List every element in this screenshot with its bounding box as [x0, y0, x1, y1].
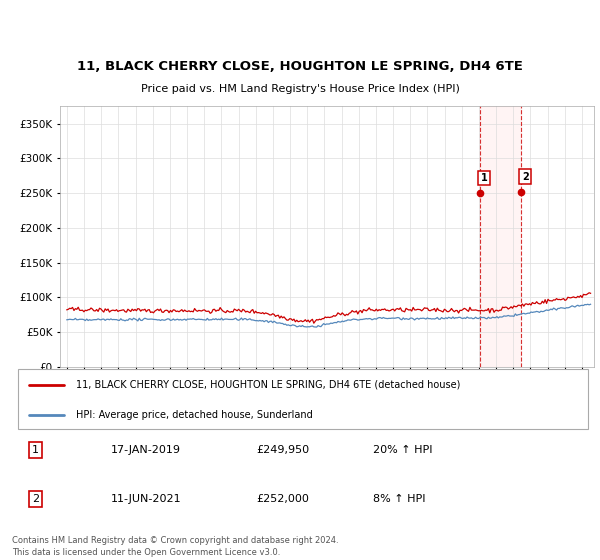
Text: Price paid vs. HM Land Registry's House Price Index (HPI): Price paid vs. HM Land Registry's House …	[140, 83, 460, 94]
Text: 1: 1	[481, 173, 487, 183]
Text: HPI: Average price, detached house, Sunderland: HPI: Average price, detached house, Sund…	[76, 410, 313, 420]
Text: 20% ↑ HPI: 20% ↑ HPI	[373, 445, 433, 455]
Text: 11-JUN-2021: 11-JUN-2021	[111, 494, 182, 504]
Bar	[479, 106, 521, 367]
Text: Contains HM Land Registry data © Crown copyright and database right 2024.
This d: Contains HM Land Registry data © Crown c…	[12, 536, 338, 557]
Text: 1: 1	[32, 445, 39, 455]
Text: 2: 2	[522, 171, 529, 181]
Text: 2: 2	[32, 494, 39, 504]
Text: £252,000: £252,000	[256, 494, 310, 504]
Text: 11, BLACK CHERRY CLOSE, HOUGHTON LE SPRING, DH4 6TE (detached house): 11, BLACK CHERRY CLOSE, HOUGHTON LE SPRI…	[76, 380, 460, 390]
Text: 17-JAN-2019: 17-JAN-2019	[111, 445, 181, 455]
Text: 8% ↑ HPI: 8% ↑ HPI	[373, 494, 425, 504]
Text: 11, BLACK CHERRY CLOSE, HOUGHTON LE SPRING, DH4 6TE: 11, BLACK CHERRY CLOSE, HOUGHTON LE SPRI…	[77, 60, 523, 73]
FancyBboxPatch shape	[18, 370, 588, 428]
Text: £249,950: £249,950	[256, 445, 310, 455]
